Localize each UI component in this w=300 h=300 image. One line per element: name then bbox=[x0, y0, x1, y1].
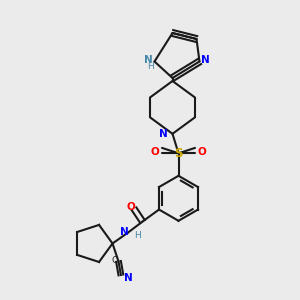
Text: H: H bbox=[148, 62, 154, 71]
Text: N: N bbox=[201, 55, 210, 65]
Text: C: C bbox=[112, 256, 118, 266]
Text: O: O bbox=[197, 147, 206, 158]
Text: S: S bbox=[174, 147, 183, 160]
Text: O: O bbox=[151, 147, 160, 158]
Text: N: N bbox=[124, 273, 133, 283]
Text: N: N bbox=[120, 227, 129, 237]
Text: N: N bbox=[144, 55, 153, 65]
Text: N: N bbox=[159, 129, 168, 139]
Text: O: O bbox=[126, 202, 135, 212]
Text: H: H bbox=[134, 231, 141, 240]
